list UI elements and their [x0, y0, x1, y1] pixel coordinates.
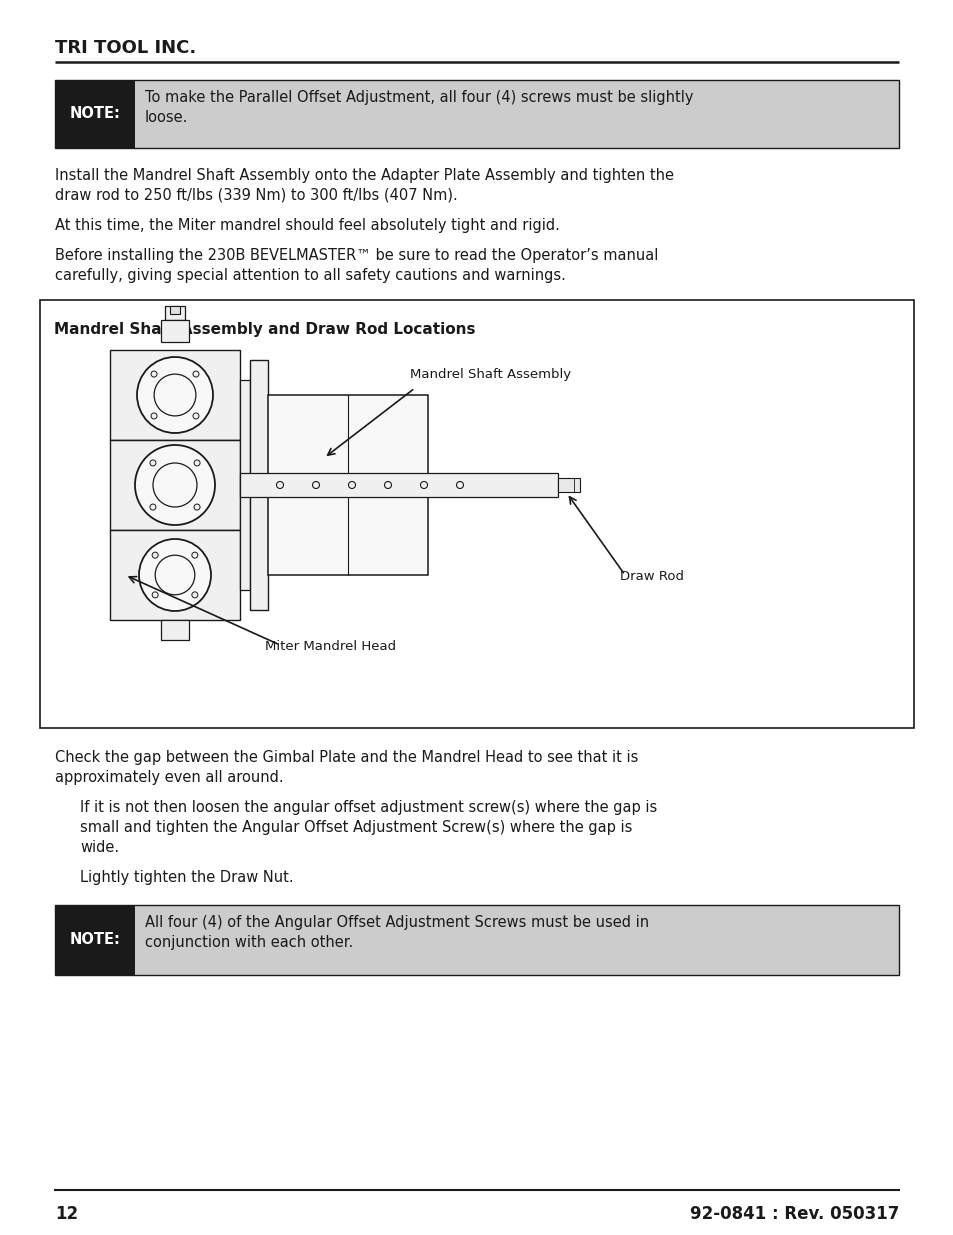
Text: If it is not then loosen the angular offset adjustment screw(s) where the gap is: If it is not then loosen the angular off… — [80, 800, 657, 855]
Text: Mandrel Shaft Assembly and Draw Rod Locations: Mandrel Shaft Assembly and Draw Rod Loca… — [54, 322, 475, 337]
Circle shape — [151, 412, 157, 419]
Circle shape — [152, 552, 158, 558]
Text: NOTE:: NOTE: — [70, 932, 120, 947]
Circle shape — [192, 552, 197, 558]
Text: TRI TOOL INC.: TRI TOOL INC. — [55, 40, 196, 57]
Bar — [558, 478, 579, 492]
Text: Draw Rod: Draw Rod — [619, 571, 683, 583]
Bar — [161, 620, 189, 640]
Text: NOTE:: NOTE: — [70, 106, 120, 121]
Bar — [40, 300, 913, 727]
Bar — [110, 350, 240, 440]
Text: Check the gap between the Gimbal Plate and the Mandrel Head to see that it is
ap: Check the gap between the Gimbal Plate a… — [55, 750, 638, 784]
Circle shape — [193, 459, 200, 466]
Bar — [161, 320, 189, 342]
Bar — [110, 440, 240, 530]
Text: 12: 12 — [55, 1205, 78, 1223]
Text: 92-0841 : Rev. 050317: 92-0841 : Rev. 050317 — [689, 1205, 898, 1223]
Circle shape — [151, 370, 157, 377]
Text: To make the Parallel Offset Adjustment, all four (4) screws must be slightly
loo: To make the Parallel Offset Adjustment, … — [145, 90, 693, 125]
Text: Install the Mandrel Shaft Assembly onto the Adapter Plate Assembly and tighten t: Install the Mandrel Shaft Assembly onto … — [55, 168, 673, 203]
Circle shape — [152, 592, 158, 598]
Bar — [165, 306, 185, 320]
Circle shape — [150, 459, 155, 466]
Bar — [240, 473, 558, 496]
Circle shape — [135, 445, 214, 525]
Circle shape — [193, 504, 200, 510]
Text: All four (4) of the Angular Offset Adjustment Screws must be used in
conjunction: All four (4) of the Angular Offset Adjus… — [145, 915, 648, 950]
Bar — [55, 80, 135, 148]
Circle shape — [139, 538, 211, 611]
Circle shape — [192, 592, 197, 598]
Bar — [110, 530, 240, 620]
Text: Mandrel Shaft Assembly: Mandrel Shaft Assembly — [410, 368, 571, 382]
Bar — [170, 306, 180, 314]
Bar — [55, 905, 135, 974]
Text: Lightly tighten the Draw Nut.: Lightly tighten the Draw Nut. — [80, 869, 294, 885]
Text: At this time, the Miter mandrel should feel absolutely tight and rigid.: At this time, the Miter mandrel should f… — [55, 219, 559, 233]
Bar — [240, 380, 250, 590]
Text: Before installing the 230B BEVELMASTER™ be sure to read the Operator’s manual
ca: Before installing the 230B BEVELMASTER™ … — [55, 248, 658, 283]
Circle shape — [193, 412, 199, 419]
Bar — [55, 80, 898, 148]
Circle shape — [193, 370, 199, 377]
Text: Miter Mandrel Head: Miter Mandrel Head — [265, 640, 395, 653]
Bar — [250, 359, 268, 610]
Circle shape — [150, 504, 155, 510]
Bar — [268, 395, 428, 576]
Circle shape — [137, 357, 213, 433]
Bar — [55, 905, 898, 974]
Circle shape — [241, 482, 248, 489]
